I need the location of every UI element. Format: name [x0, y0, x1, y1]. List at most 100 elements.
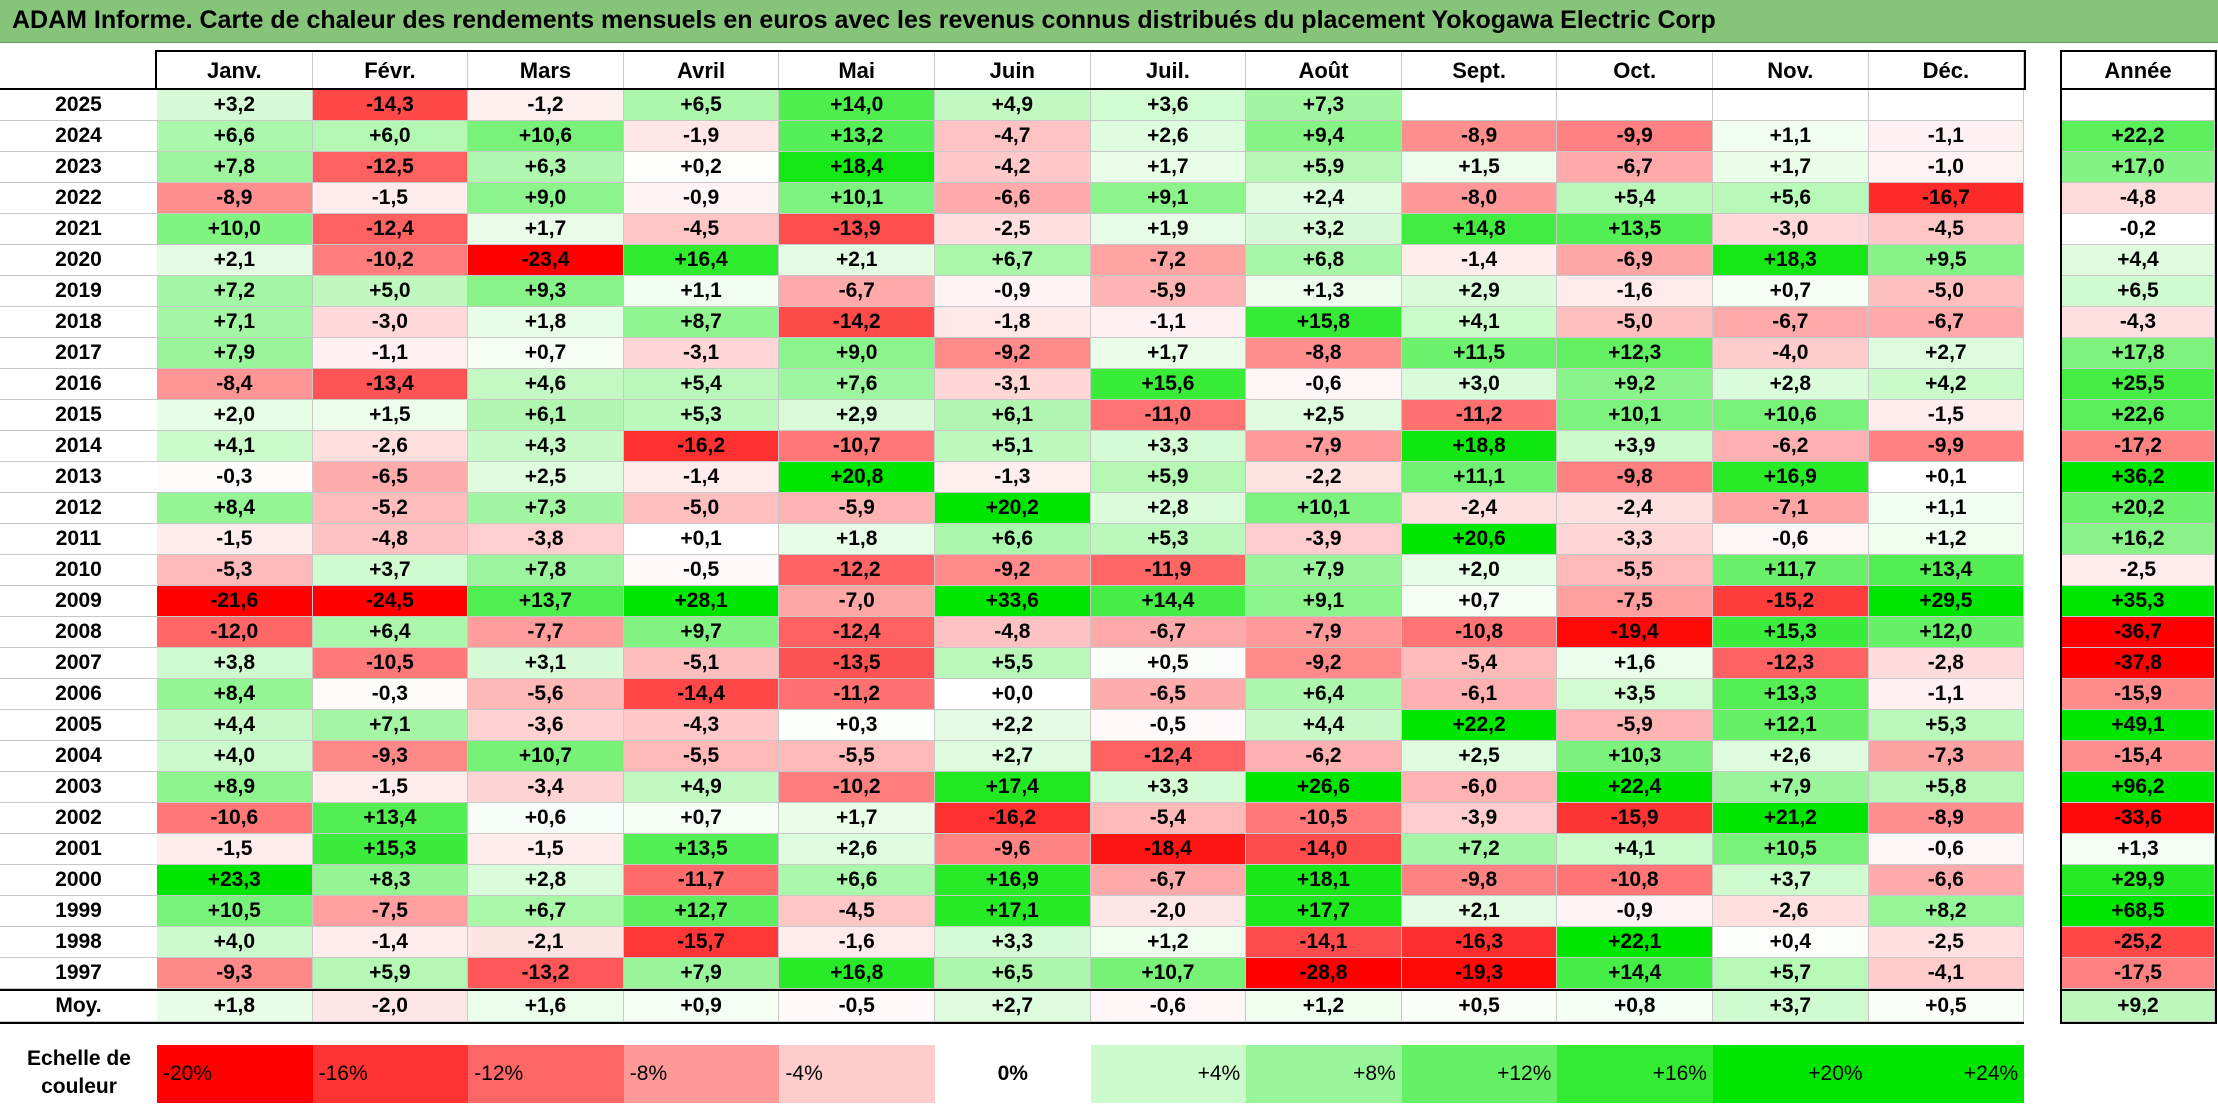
- scale-swatch: -4%: [779, 1045, 935, 1103]
- heatmap-cell: +4,4: [157, 710, 313, 741]
- heatmap-cell: -0,9: [1557, 896, 1713, 927]
- average-cell: +0,8: [1557, 991, 1713, 1022]
- heatmap-cell: +9,5: [1868, 245, 2025, 276]
- heatmap-cell: +14,0: [779, 90, 935, 121]
- month-header: Août: [1246, 52, 1402, 90]
- average-cell: -0,5: [779, 991, 935, 1022]
- year-label: 1997: [0, 958, 157, 989]
- heatmap-cell: +6,5: [623, 90, 780, 121]
- year-label: 2021: [0, 214, 157, 245]
- heatmap-cell: +18,4: [779, 152, 935, 183]
- scale-swatch: +24%: [1868, 1045, 2025, 1103]
- heatmap-cell: -1,9: [623, 121, 780, 152]
- heatmap-cell: -23,4: [468, 245, 624, 276]
- annual-cell: +68,5: [2062, 896, 2215, 927]
- heatmap-cell: -6,7: [1713, 307, 1869, 338]
- heatmap-cell: +10,5: [157, 896, 313, 927]
- heatmap-cell: +0,1: [623, 524, 780, 555]
- year-label: 2000: [0, 865, 157, 896]
- heatmap-cell: -4,8: [312, 524, 469, 555]
- average-cell: +3,7: [1713, 991, 1869, 1022]
- month-header: Nov.: [1713, 52, 1869, 90]
- heatmap-cell: +3,0: [1401, 369, 1558, 400]
- heatmap-cell: -2,2: [1246, 462, 1402, 493]
- heatmap-cell: -8,9: [1868, 803, 2025, 834]
- heatmap-cell: +2,6: [779, 834, 935, 865]
- heatmap-cell: +5,1: [935, 431, 1091, 462]
- heatmap-cell: +5,6: [1713, 183, 1869, 214]
- heatmap-cell: -4,5: [779, 896, 935, 927]
- heatmap-cell: -6,9: [1557, 245, 1713, 276]
- heatmap-cell: -9,8: [1401, 865, 1558, 896]
- heatmap-cell: +5,4: [1557, 183, 1713, 214]
- heatmap-cell: +1,9: [1090, 214, 1247, 245]
- year-label: 2022: [0, 183, 157, 214]
- heatmap-cell: +2,7: [935, 741, 1091, 772]
- heatmap-cell: -2,6: [312, 431, 469, 462]
- annual-cell: +25,5: [2062, 369, 2215, 400]
- heatmap-cell: -9,2: [935, 338, 1091, 369]
- heatmap-cell: -4,2: [935, 152, 1091, 183]
- heatmap-cell: -2,6: [1713, 896, 1869, 927]
- year-label: 2014: [0, 431, 157, 462]
- annual-cell: -15,4: [2062, 741, 2215, 772]
- heatmap-cell: +1,7: [1090, 152, 1247, 183]
- year-label: 2009: [0, 586, 157, 617]
- heatmap-cell: +6,8: [1246, 245, 1402, 276]
- heatmap-cell: +1,2: [1090, 927, 1247, 958]
- heatmap-cell: -3,9: [1401, 803, 1558, 834]
- heatmap-cell: +8,3: [312, 865, 469, 896]
- heatmap-cell: +6,1: [935, 400, 1091, 431]
- heatmap-cell: -10,6: [157, 803, 313, 834]
- heatmap-cell: +28,1: [623, 586, 780, 617]
- heatmap-cell: -12,5: [312, 152, 469, 183]
- heatmap-cell: +6,6: [779, 865, 935, 896]
- heatmap-cell: +1,7: [1713, 152, 1869, 183]
- heatmap-cell: +9,7: [623, 617, 780, 648]
- heatmap-cell: +2,2: [935, 710, 1091, 741]
- heatmap-cell: -4,7: [935, 121, 1091, 152]
- annual-cell: +36,2: [2062, 462, 2215, 493]
- annual-average-separator: [2062, 989, 2215, 991]
- annual-cell: +22,6: [2062, 400, 2215, 431]
- heatmap-cell: +4,4: [1246, 710, 1402, 741]
- heatmap-cell: -12,0: [157, 617, 313, 648]
- year-label: 2025: [0, 90, 157, 121]
- year-label: 2007: [0, 648, 157, 679]
- heatmap-cell: -10,2: [779, 772, 935, 803]
- heatmap-cell: -16,7: [1868, 183, 2025, 214]
- heatmap-cell: -5,1: [623, 648, 780, 679]
- heatmap-cell: +8,7: [623, 307, 780, 338]
- heatmap-cell: [1713, 90, 1869, 121]
- heatmap-cell: -7,3: [1868, 741, 2025, 772]
- month-header: Juin: [935, 52, 1091, 90]
- heatmap-cell: +1,7: [468, 214, 624, 245]
- heatmap-cell: +6,7: [935, 245, 1091, 276]
- year-label: 2017: [0, 338, 157, 369]
- heatmap-cell: +11,1: [1401, 462, 1558, 493]
- heatmap-cell: +5,3: [623, 400, 780, 431]
- color-scale-label: Echelle de couleur: [27, 1047, 131, 1098]
- heatmap-cell: +4,0: [157, 741, 313, 772]
- heatmap-cell: +17,1: [935, 896, 1091, 927]
- annual-cell: +6,5: [2062, 276, 2215, 307]
- year-label: 2005: [0, 710, 157, 741]
- heatmap-cell: -11,0: [1090, 400, 1247, 431]
- heatmap-cell: +0,7: [1713, 276, 1869, 307]
- heatmap-cell: +9,2: [1557, 369, 1713, 400]
- heatmap-cell: +4,2: [1868, 369, 2025, 400]
- scale-swatch: 0%: [935, 1045, 1091, 1103]
- heatmap-cell: [1557, 90, 1713, 121]
- heatmap-cell: +15,6: [1090, 369, 1247, 400]
- heatmap-cell: +12,3: [1557, 338, 1713, 369]
- heatmap-cell: -14,0: [1246, 834, 1402, 865]
- heatmap-cell: +23,3: [157, 865, 313, 896]
- annual-cell: -33,6: [2062, 803, 2215, 834]
- heatmap-cell: -0,9: [935, 276, 1091, 307]
- heatmap-cell: +7,9: [623, 958, 780, 989]
- heatmap-cell: +11,5: [1401, 338, 1558, 369]
- average-cell: +0,5: [1868, 991, 2025, 1022]
- average-cell: +2,7: [935, 991, 1091, 1022]
- heatmap-cell: -28,8: [1246, 958, 1402, 989]
- heatmap-cell: -1,4: [312, 927, 469, 958]
